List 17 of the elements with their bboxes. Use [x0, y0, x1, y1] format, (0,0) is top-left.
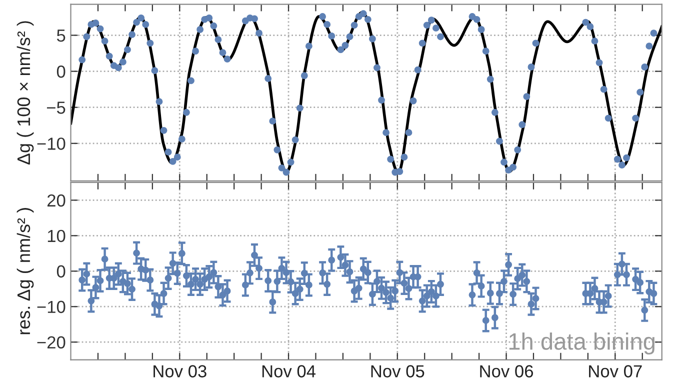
y-tick-label: −20: [37, 336, 66, 349]
x-tick-label: Nov 07: [589, 365, 642, 378]
y-axis-title: Δg ( 100 × nm/s² ): [16, 21, 34, 165]
y-tick-label: −10: [37, 300, 66, 314]
y-tick-label: −5: [46, 102, 66, 114]
y-tick-label: 5: [56, 30, 66, 42]
x-tick-label: Nov 05: [371, 365, 424, 378]
x-tick-label: Nov 03: [154, 365, 206, 378]
y-tick-label: −10: [37, 138, 66, 150]
y-tick-label: 20: [47, 194, 66, 207]
y-tick-label: 10: [48, 230, 66, 242]
y-tick-label: 0: [56, 65, 66, 78]
y-tick-label: 0: [56, 265, 66, 278]
y-axis-title: res. Δg ( nm/s² ): [16, 208, 34, 334]
x-tick-label: Nov 06: [480, 365, 534, 378]
annotation: 1h data bining: [509, 332, 654, 355]
x-tick-label: Nov 04: [262, 365, 316, 378]
